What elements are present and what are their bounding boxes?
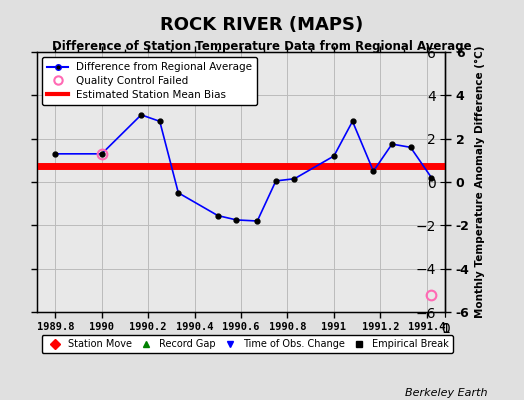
- Legend: Station Move, Record Gap, Time of Obs. Change, Empirical Break: Station Move, Record Gap, Time of Obs. C…: [41, 335, 453, 353]
- Legend: Difference from Regional Average, Quality Control Failed, Estimated Station Mean: Difference from Regional Average, Qualit…: [42, 57, 257, 105]
- Text: Berkeley Earth: Berkeley Earth: [405, 388, 487, 398]
- Text: ROCK RIVER (MAPS): ROCK RIVER (MAPS): [160, 16, 364, 34]
- Y-axis label: Monthly Temperature Anomaly Difference (°C): Monthly Temperature Anomaly Difference (…: [475, 46, 485, 318]
- Text: Difference of Station Temperature Data from Regional Average: Difference of Station Temperature Data f…: [52, 40, 472, 53]
